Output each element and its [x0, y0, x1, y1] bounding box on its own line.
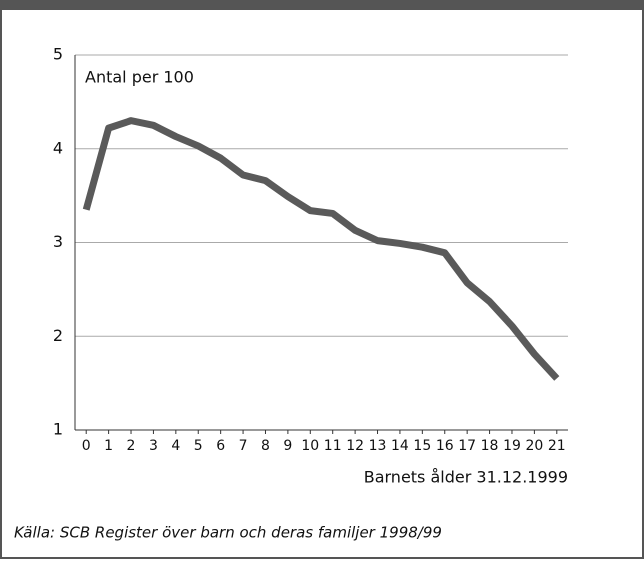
y-tick-label: 2 — [53, 326, 63, 345]
y-tick-label: 3 — [53, 232, 63, 251]
x-tick-label: 3 — [149, 438, 158, 454]
y-axis-label: Antal per 100 — [85, 68, 194, 87]
source-note: Källa: SCB Register över barn och deras … — [14, 524, 442, 542]
x-tick-label: 19 — [503, 438, 521, 454]
x-tick-label: 0 — [82, 438, 91, 454]
x-tick-label: 9 — [283, 438, 292, 454]
x-tick-label: 14 — [391, 438, 409, 454]
x-axis-label: Barnets ålder 31.12.1999 — [364, 468, 568, 487]
x-tick-label: 4 — [171, 438, 180, 454]
x-tick-label: 5 — [194, 438, 203, 454]
y-tick-label: 1 — [53, 420, 63, 439]
x-tick-label: 12 — [346, 438, 364, 454]
x-tick-label: 15 — [413, 438, 431, 454]
x-tick-label: 17 — [458, 438, 476, 454]
x-tick-label: 18 — [481, 438, 499, 454]
x-tick-label: 1 — [104, 438, 113, 454]
x-tick-label: 7 — [239, 438, 248, 454]
x-tick-label: 8 — [261, 438, 270, 454]
y-tick-label: 5 — [53, 45, 63, 64]
x-tick-label: 6 — [216, 438, 225, 454]
y-tick-label: 4 — [53, 138, 63, 157]
x-tick-label: 13 — [369, 438, 387, 454]
x-tick-label: 21 — [548, 438, 566, 454]
header-bar — [0, 0, 644, 10]
x-tick-label: 2 — [127, 438, 136, 454]
x-tick-label: 20 — [525, 438, 543, 454]
x-tick-label: 10 — [301, 438, 319, 454]
x-tick-label: 11 — [324, 438, 342, 454]
x-tick-label: 16 — [436, 438, 454, 454]
data-line — [82, 117, 560, 381]
